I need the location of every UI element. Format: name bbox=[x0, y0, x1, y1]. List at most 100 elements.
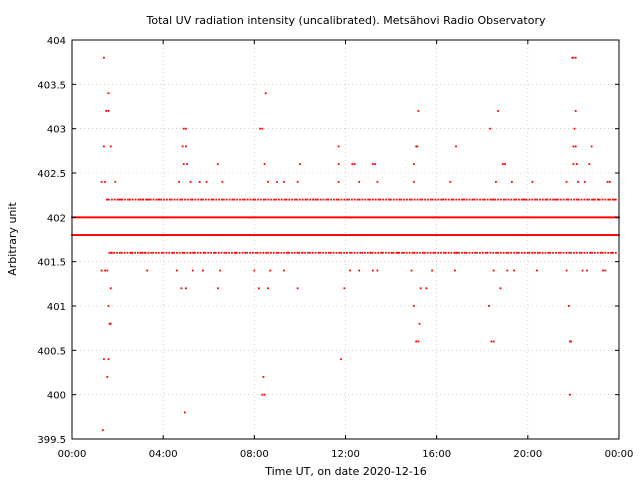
data-point bbox=[319, 234, 322, 236]
data-point bbox=[258, 216, 260, 219]
data-point bbox=[546, 216, 549, 219]
data-point bbox=[106, 198, 109, 201]
data-point bbox=[596, 216, 599, 219]
data-point bbox=[497, 251, 499, 254]
data-point bbox=[440, 234, 443, 236]
data-point bbox=[369, 216, 372, 219]
data-point bbox=[134, 251, 136, 254]
data-point bbox=[177, 216, 180, 219]
data-point bbox=[323, 234, 326, 236]
data-point bbox=[168, 234, 171, 236]
data-point bbox=[508, 234, 511, 236]
data-point bbox=[492, 234, 495, 236]
data-point bbox=[472, 216, 475, 219]
data-point bbox=[128, 234, 130, 236]
data-point bbox=[249, 251, 251, 254]
data-point bbox=[336, 216, 338, 219]
data-point bbox=[478, 234, 481, 236]
data-point bbox=[433, 234, 436, 236]
data-point bbox=[289, 216, 292, 219]
data-point bbox=[135, 234, 138, 236]
data-point bbox=[324, 234, 327, 236]
data-point bbox=[465, 198, 468, 201]
data-point bbox=[354, 216, 356, 219]
data-point bbox=[425, 287, 428, 290]
data-point bbox=[434, 251, 437, 254]
data-point bbox=[424, 234, 427, 236]
data-point bbox=[573, 234, 576, 236]
data-point bbox=[598, 234, 600, 236]
data-point bbox=[100, 180, 103, 183]
data-point bbox=[154, 234, 157, 236]
data-point bbox=[455, 145, 457, 148]
data-point bbox=[150, 234, 153, 236]
data-point bbox=[212, 198, 215, 201]
data-point bbox=[508, 216, 511, 219]
data-point bbox=[589, 216, 592, 219]
y-tick-label: 402 bbox=[47, 213, 66, 224]
data-point bbox=[92, 216, 95, 219]
data-point bbox=[124, 234, 127, 236]
data-point bbox=[195, 216, 198, 219]
data-point bbox=[254, 251, 257, 254]
data-point bbox=[579, 216, 581, 219]
data-point bbox=[372, 216, 374, 219]
data-point bbox=[197, 216, 200, 219]
data-point bbox=[533, 216, 536, 219]
data-point bbox=[159, 234, 162, 236]
data-point bbox=[525, 216, 528, 219]
data-point bbox=[397, 251, 399, 254]
data-point bbox=[481, 234, 484, 236]
data-point bbox=[340, 234, 343, 236]
x-tick-label: 12:00 bbox=[331, 449, 360, 460]
data-point bbox=[403, 216, 406, 219]
data-point bbox=[390, 234, 392, 236]
data-point bbox=[294, 234, 297, 236]
data-point bbox=[217, 234, 220, 236]
data-point bbox=[458, 216, 461, 219]
data-point bbox=[529, 234, 532, 236]
data-point bbox=[426, 234, 429, 236]
data-point bbox=[609, 234, 612, 236]
data-point bbox=[250, 216, 253, 219]
data-point bbox=[123, 216, 126, 219]
y-tick-label: 401.5 bbox=[37, 258, 66, 269]
data-point bbox=[242, 234, 244, 236]
data-point bbox=[231, 251, 233, 254]
data-point bbox=[259, 198, 262, 201]
data-point bbox=[121, 234, 124, 236]
data-point bbox=[185, 127, 187, 130]
data-point bbox=[412, 305, 415, 307]
data-point bbox=[339, 234, 342, 236]
data-point bbox=[163, 234, 166, 236]
data-point bbox=[185, 287, 187, 290]
data-point bbox=[531, 216, 534, 219]
data-point bbox=[473, 198, 476, 201]
data-point bbox=[274, 216, 277, 219]
data-point bbox=[186, 163, 188, 166]
data-point bbox=[373, 234, 375, 236]
data-point bbox=[114, 234, 117, 236]
data-point bbox=[488, 216, 490, 219]
data-point bbox=[575, 198, 578, 201]
data-point bbox=[239, 234, 241, 236]
data-point bbox=[321, 216, 324, 219]
data-point bbox=[364, 198, 367, 201]
data-point bbox=[190, 234, 193, 236]
data-point bbox=[286, 216, 289, 219]
data-point bbox=[426, 251, 429, 254]
data-point bbox=[413, 216, 416, 219]
data-point bbox=[190, 216, 193, 219]
data-point bbox=[108, 322, 111, 325]
data-point bbox=[544, 198, 547, 201]
data-point bbox=[154, 216, 157, 219]
data-point bbox=[528, 234, 531, 236]
data-point bbox=[265, 234, 268, 236]
data-point bbox=[241, 198, 244, 201]
data-point bbox=[131, 251, 134, 254]
data-point bbox=[403, 251, 405, 254]
data-point bbox=[98, 216, 101, 219]
data-point bbox=[593, 234, 596, 236]
data-point bbox=[449, 216, 451, 219]
data-point bbox=[110, 216, 112, 219]
